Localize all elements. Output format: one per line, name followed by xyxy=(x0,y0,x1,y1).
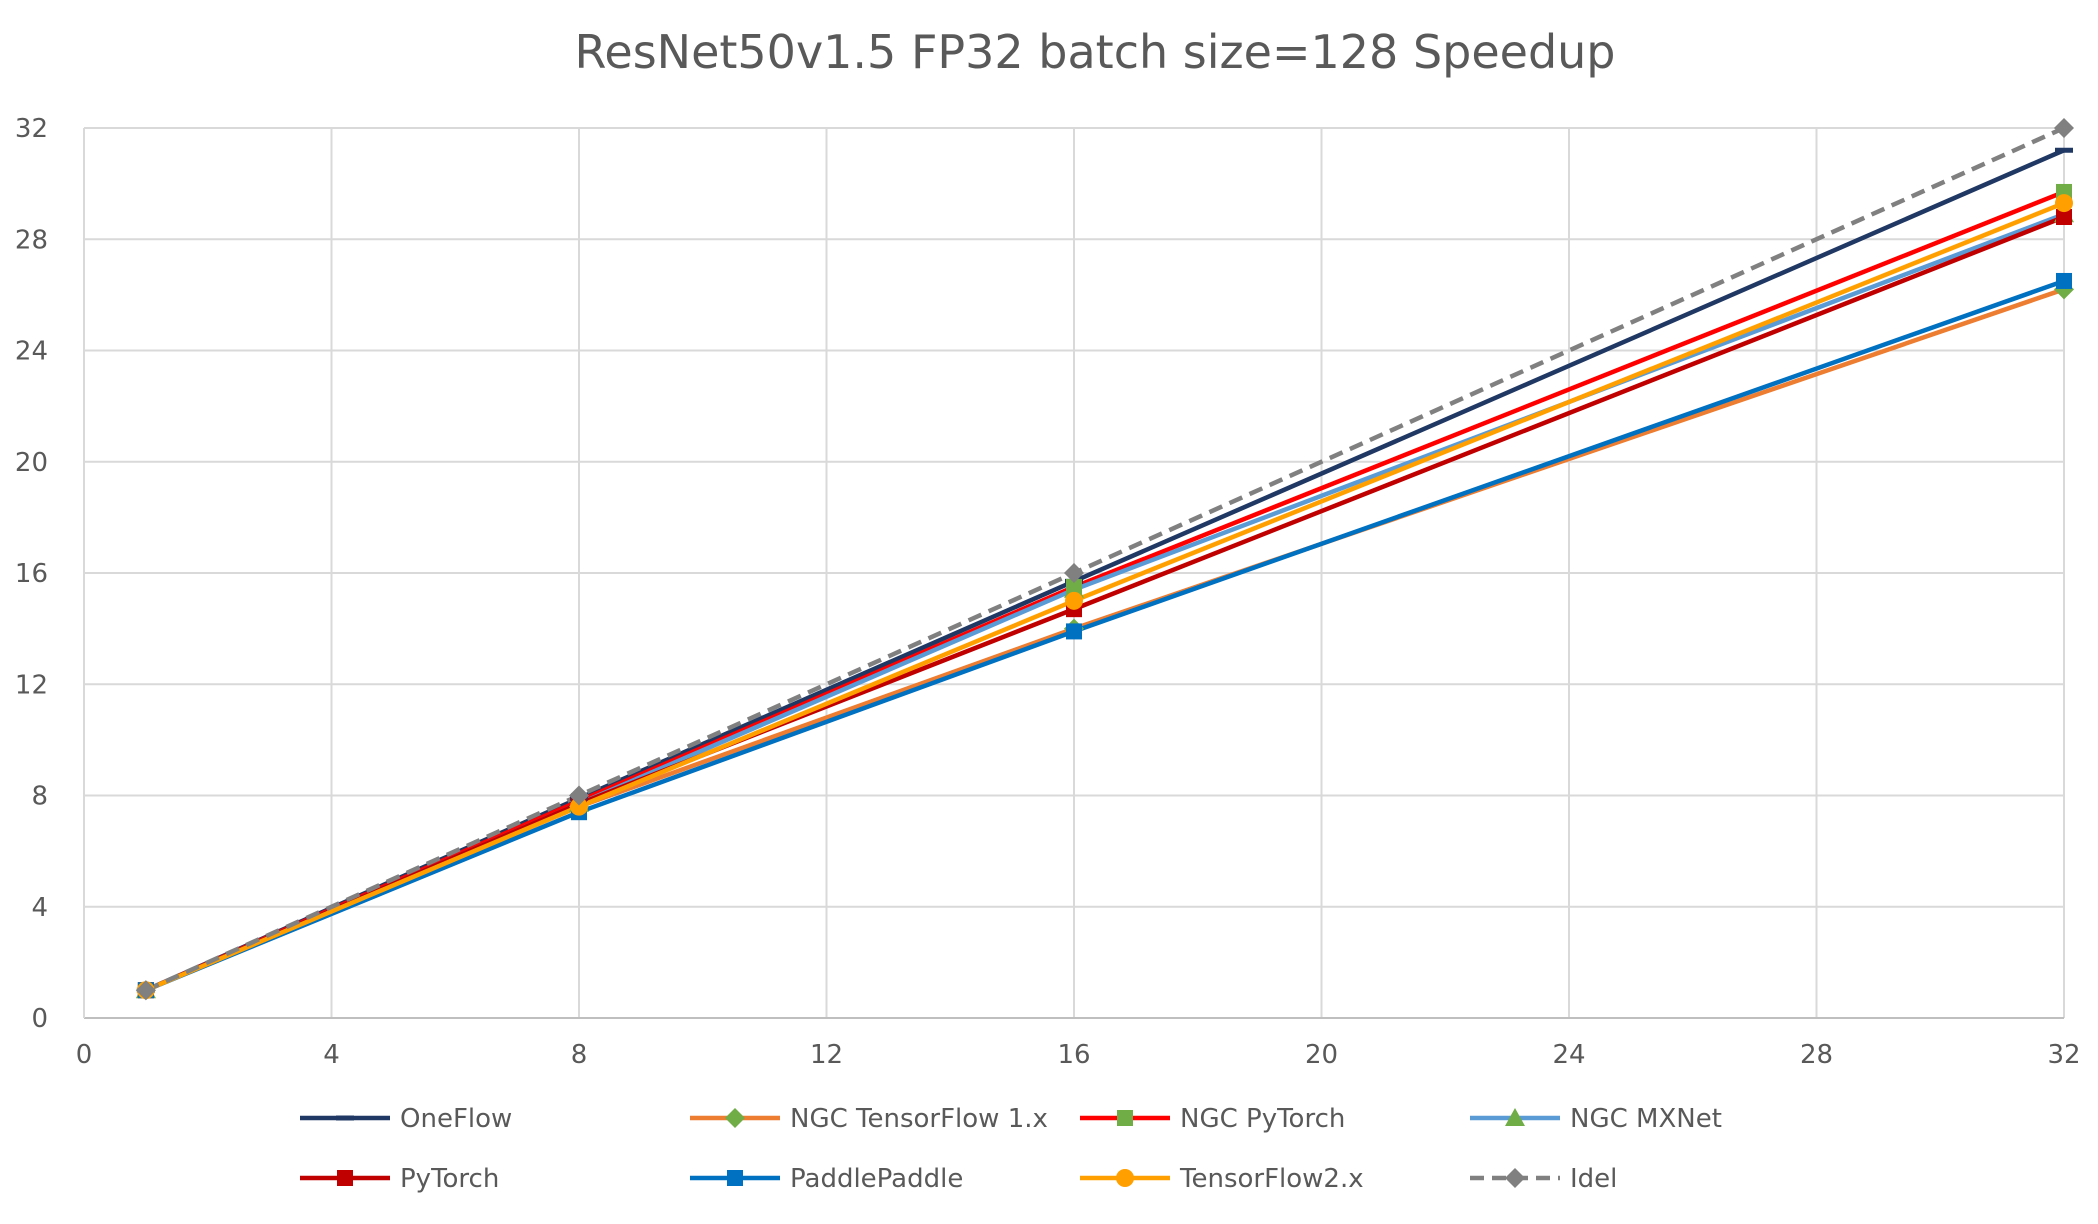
legend-item-oneflow: OneFlow xyxy=(300,1104,512,1134)
legend-label-oneflow: OneFlow xyxy=(400,1104,512,1134)
legend-item-ngc-pytorch: NGC PyTorch xyxy=(1080,1104,1345,1134)
y-tick-label: 12 xyxy=(15,670,48,700)
series-markers xyxy=(135,118,2074,1001)
legend-marker-tensorflow2-x xyxy=(1116,1169,1134,1187)
x-tick-label: 28 xyxy=(1800,1040,1833,1070)
x-tick-label: 16 xyxy=(1057,1040,1090,1070)
y-tick-label: 16 xyxy=(15,559,48,589)
data-point-paddlepaddle xyxy=(1066,623,1082,640)
data-point-tensorflow2-x xyxy=(2055,194,2073,213)
legend-item-pytorch: PyTorch xyxy=(300,1164,499,1194)
legend: OneFlow NGC TensorFlow 1.x NGC PyTorch NGC … xyxy=(300,1104,1722,1194)
y-tick-label: 32 xyxy=(15,114,48,144)
axes: 0 4 8 12 16 20 24 28 32 0 4 8 12 16 20 24 28 32 xyxy=(15,114,2081,1070)
data-point-idel xyxy=(569,785,589,806)
series-lines xyxy=(144,125,2065,993)
legend-marker-ngc-tensorflow-1-x xyxy=(725,1108,745,1128)
data-point-tensorflow2-x xyxy=(1065,591,1083,610)
legend-marker-oneflow xyxy=(336,1115,354,1121)
y-tick-label: 28 xyxy=(15,225,48,255)
legend-marker-ngc-mxnet xyxy=(1505,1108,1525,1126)
chart-title: ResNet50v1.5 FP32 batch size=128 Speedup xyxy=(575,25,1616,79)
legend-item-idel: Idel xyxy=(1470,1164,1617,1194)
legend-marker-idel xyxy=(1505,1168,1525,1188)
y-tick-label: 4 xyxy=(31,893,48,923)
data-point-idel xyxy=(135,980,156,1001)
data-point-pytorch xyxy=(2056,209,2072,225)
legend-item-ngc-tensorflow-1-x: NGC TensorFlow 1.x xyxy=(690,1104,1048,1134)
legend-marker-pytorch xyxy=(337,1170,353,1186)
y-tick-label: 8 xyxy=(31,782,48,812)
x-tick-label: 0 xyxy=(76,1040,93,1070)
legend-marker-paddlepaddle xyxy=(727,1170,743,1186)
series-line-idel xyxy=(144,125,2065,993)
data-point-ngc-mxnet xyxy=(1064,579,1084,598)
legend-item-ngc-mxnet: NGC MXNet xyxy=(1470,1104,1722,1134)
legend-label-tensorflow2-x: TensorFlow2.x xyxy=(1179,1164,1364,1194)
legend-marker-ngc-pytorch xyxy=(1117,1110,1133,1126)
data-point-idel xyxy=(2054,118,2074,138)
data-point-idel xyxy=(1064,563,1084,583)
legend-label-ngc-mxnet: NGC MXNet xyxy=(1570,1104,1722,1134)
data-point-paddlepaddle xyxy=(2056,272,2072,289)
x-tick-label: 12 xyxy=(810,1040,843,1070)
legend-label-pytorch: PyTorch xyxy=(400,1164,499,1194)
y-tick-label: 0 xyxy=(31,1004,48,1034)
x-tick-label: 4 xyxy=(323,1040,340,1070)
legend-label-ngc-pytorch: NGC PyTorch xyxy=(1180,1104,1345,1134)
x-tick-label: 20 xyxy=(1305,1040,1338,1070)
series-line-ngc-tensorflow-1-x xyxy=(144,287,2065,993)
legend-item-tensorflow2-x: TensorFlow2.x xyxy=(1080,1164,1364,1194)
data-point-tensorflow2-x xyxy=(570,797,588,816)
x-tick-label: 24 xyxy=(1552,1040,1585,1070)
y-tick-label: 24 xyxy=(15,337,48,367)
data-point-oneflow xyxy=(2055,147,2073,153)
series-line-tensorflow2-x xyxy=(144,201,2065,993)
series-line-paddlepaddle xyxy=(145,278,2065,993)
x-tick-label: 32 xyxy=(2047,1040,2080,1070)
x-tick-label: 8 xyxy=(571,1040,588,1070)
legend-label-idel: Idel xyxy=(1570,1164,1617,1194)
legend-label-paddlepaddle: PaddlePaddle xyxy=(790,1164,963,1194)
y-tick-label: 20 xyxy=(15,448,48,478)
legend-item-paddlepaddle: PaddlePaddle xyxy=(690,1164,963,1194)
legend-label-ngc-tensorflow-1-x: NGC TensorFlow 1.x xyxy=(790,1104,1048,1134)
